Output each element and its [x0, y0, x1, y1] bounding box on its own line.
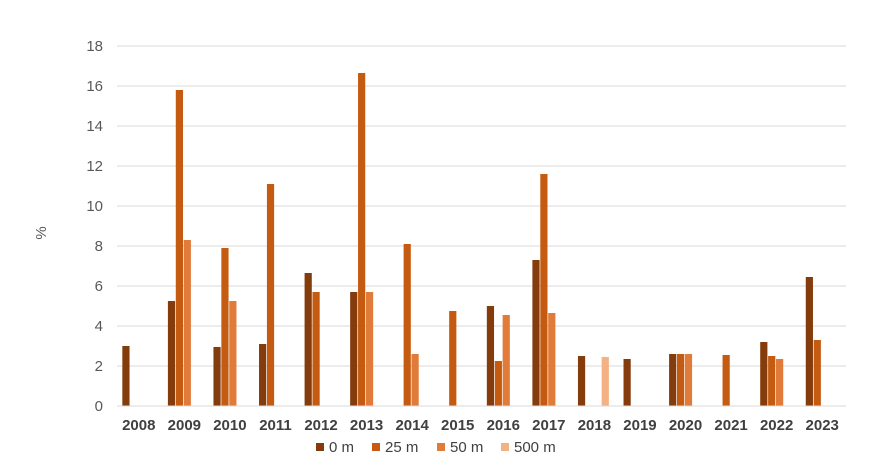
legend-swatch	[372, 443, 380, 451]
bar-50m-2013	[365, 292, 374, 406]
x-tick-label: 2017	[532, 417, 565, 434]
x-tick-label: 2014	[395, 417, 429, 434]
bar-25m-2014	[403, 244, 411, 406]
bar-0m-2022	[760, 342, 768, 406]
bar-25m-2022	[768, 356, 776, 406]
x-tick-label: 2012	[304, 417, 337, 434]
x-tick-label: 2019	[623, 417, 656, 434]
bar-0m-2020	[669, 354, 677, 406]
bar-50m-2009	[183, 240, 191, 406]
bar-25m-2017	[540, 174, 548, 406]
legend: 0 m 25 m 50 m 500 m	[316, 439, 556, 456]
bar-50m-2022	[776, 359, 784, 406]
bar-25m-2021	[722, 355, 730, 406]
bar-25m-2013	[358, 73, 366, 406]
y-tick-label: 12	[86, 158, 103, 175]
bar-0m-2023	[805, 277, 813, 406]
y-tick-label: 2	[95, 358, 103, 375]
x-tick-label: 2016	[487, 417, 520, 434]
y-axis-label: %	[33, 226, 50, 239]
bar-25m-2010	[221, 248, 229, 406]
y-tick-label: 4	[95, 318, 103, 335]
x-tick-label: 2008	[122, 417, 155, 434]
y-tick-label: 14	[86, 118, 103, 135]
y-tick-label: 8	[95, 238, 103, 255]
y-tick-label: 16	[86, 78, 103, 95]
bar-0m-2018	[577, 356, 586, 406]
x-axis-ticks: 2008 2009 2010 2011 2012 2013 2014 2015 2016 2017…	[122, 417, 839, 434]
bar-500m-2018	[601, 357, 609, 406]
bar-0m-2009	[167, 301, 176, 406]
bar-50m-2020	[684, 354, 693, 406]
bars	[122, 73, 821, 406]
bar-0m-2019	[623, 359, 631, 406]
legend-label: 50 m	[450, 439, 483, 456]
x-tick-label: 2018	[578, 417, 611, 434]
bar-0m-2017	[532, 260, 540, 406]
bar-0m-2012	[304, 273, 312, 406]
legend-label: 0 m	[329, 439, 354, 456]
bar-25m-2016	[494, 361, 502, 406]
bar-50m-2014	[411, 354, 419, 406]
legend-swatch	[501, 443, 509, 451]
y-axis-ticks: 0 2 4 6 8 10 12 14 16 18	[86, 38, 103, 415]
y-tick-label: 10	[86, 198, 103, 215]
bar-25m-2009	[175, 90, 183, 406]
bar-25m-2020	[676, 354, 685, 406]
x-tick-label: 2020	[669, 417, 702, 434]
bar-50m-2017	[548, 313, 556, 406]
bar-0m-2013	[350, 292, 358, 406]
bar-50m-2010	[229, 301, 237, 406]
bar-25m-2012	[312, 292, 320, 406]
y-tick-label: 18	[86, 38, 103, 55]
x-tick-label: 2013	[350, 417, 383, 434]
legend-swatch	[316, 443, 324, 451]
bar-0m-2010	[213, 347, 221, 406]
bar-0m-2016	[486, 306, 495, 406]
x-tick-label: 2011	[259, 417, 292, 434]
y-tick-label: 6	[95, 278, 103, 295]
bar-50m-2016	[502, 315, 510, 406]
y-tick-label: 0	[95, 398, 103, 415]
bar-25m-2011	[266, 184, 275, 406]
x-tick-label: 2022	[760, 417, 793, 434]
x-tick-label: 2023	[806, 417, 839, 434]
legend-label: 25 m	[385, 439, 418, 456]
bar-25m-2023	[813, 340, 821, 406]
bar-25m-2015	[449, 311, 457, 406]
x-tick-label: 2009	[168, 417, 201, 434]
bar-0m-2008	[122, 346, 130, 406]
bar-0m-2011	[259, 344, 267, 406]
legend-swatch	[437, 443, 445, 451]
gridlines	[117, 45, 846, 367]
legend-label: 500 m	[514, 439, 556, 456]
x-tick-label: 2010	[213, 417, 246, 434]
x-tick-label: 2015	[441, 417, 474, 434]
x-tick-label: 2021	[714, 417, 747, 434]
